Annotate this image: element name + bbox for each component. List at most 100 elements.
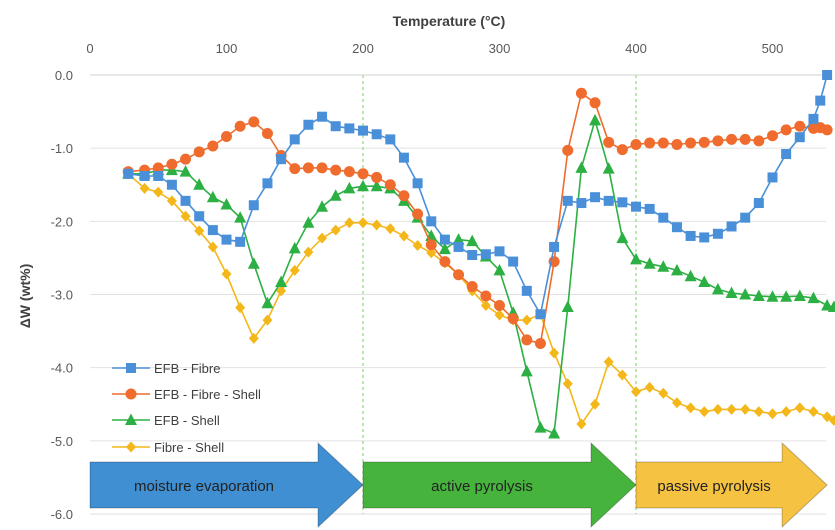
legend-label: EFB - Fibre - Shell: [154, 387, 261, 402]
data-point: [316, 200, 329, 212]
data-point: [562, 144, 574, 156]
data-point: [275, 275, 288, 288]
data-point: [139, 182, 150, 194]
data-point: [781, 406, 792, 418]
data-point: [739, 288, 752, 300]
data-point: [288, 241, 301, 254]
data-point: [658, 387, 669, 399]
data-point: [329, 189, 342, 201]
data-point: [343, 181, 356, 194]
data-point: [670, 263, 683, 276]
data-point: [815, 95, 826, 106]
data-point: [534, 421, 547, 433]
data-point: [438, 242, 451, 255]
data-point: [166, 158, 178, 170]
data-point: [289, 163, 301, 175]
data-point: [644, 381, 655, 393]
data-point: [671, 222, 682, 233]
data-point: [508, 256, 519, 267]
data-point: [766, 290, 779, 302]
data-point: [822, 70, 833, 80]
data-point: [234, 120, 246, 132]
stage-arrow: [89, 441, 364, 529]
data-point: [631, 201, 641, 212]
data-point: [589, 113, 602, 126]
data-point: [726, 403, 737, 415]
legend-marker: [126, 441, 136, 453]
legend-marker: [125, 413, 137, 425]
data-point: [767, 408, 778, 420]
data-point: [726, 221, 737, 232]
series-efb-fibre: [123, 70, 833, 320]
data-point: [740, 403, 751, 415]
y-tick-label: -4.0: [51, 361, 73, 376]
data-point: [534, 338, 546, 350]
data-point: [358, 217, 368, 229]
data-point: [385, 134, 396, 145]
data-point: [330, 164, 342, 176]
data-point: [276, 285, 287, 297]
x-axis: Temperature (°C) 0 100 200 300 400 500: [86, 13, 826, 76]
data-point: [153, 170, 164, 181]
data-point: [493, 263, 506, 276]
data-point: [740, 212, 751, 223]
data-point: [303, 246, 314, 258]
data-point: [426, 247, 437, 259]
data-point: [166, 179, 177, 190]
data-point: [822, 411, 833, 423]
data-point: [794, 120, 806, 132]
data-point: [711, 282, 724, 295]
y-tick-label: -2.0: [51, 214, 73, 229]
data-point: [248, 332, 259, 344]
x-tick-label: 300: [489, 41, 511, 56]
data-point: [453, 241, 464, 252]
data-point: [767, 172, 778, 183]
series-group: [122, 70, 835, 439]
data-point: [521, 334, 533, 346]
data-point: [712, 135, 724, 147]
data-point: [616, 144, 628, 156]
data-point: [590, 398, 601, 410]
y-tick-label: -5.0: [51, 434, 73, 449]
data-point: [549, 241, 560, 252]
data-point: [439, 234, 450, 245]
series-line: [128, 74, 828, 317]
data-point: [561, 300, 574, 312]
data-point: [589, 97, 601, 109]
data-point: [644, 203, 655, 214]
data-point: [466, 234, 479, 247]
legend-label: EFB - Shell: [154, 413, 220, 428]
data-point: [371, 129, 382, 140]
data-point: [344, 123, 355, 134]
legend: EFB - Fibre EFB - Fibre - Shell EFB - Shel…: [112, 361, 261, 455]
data-point: [467, 249, 478, 260]
data-point: [698, 275, 711, 288]
data-point: [521, 285, 532, 296]
data-point: [262, 178, 273, 189]
x-tick-label: 500: [762, 41, 784, 56]
stage-label: passive pyrolysis: [657, 478, 770, 495]
x-axis-title: Temperature (°C): [393, 13, 506, 29]
data-point: [289, 264, 300, 276]
data-point: [726, 133, 738, 145]
data-point: [548, 427, 561, 439]
data-point: [603, 195, 614, 206]
data-point: [289, 134, 300, 145]
data-point: [657, 260, 670, 272]
x-tick-label: 200: [352, 41, 374, 56]
data-point: [412, 239, 423, 251]
data-point: [617, 197, 628, 208]
data-point: [330, 224, 341, 236]
data-point: [452, 233, 465, 245]
data-point: [603, 356, 614, 368]
x-tick-label: 0: [86, 41, 93, 56]
data-point: [562, 195, 573, 206]
data-point: [166, 195, 177, 207]
data-point: [357, 179, 369, 192]
data-point: [153, 186, 164, 198]
data-point: [794, 132, 805, 143]
data-point: [206, 190, 219, 203]
data-point: [480, 299, 491, 311]
data-point: [317, 232, 328, 244]
data-point: [398, 190, 410, 202]
